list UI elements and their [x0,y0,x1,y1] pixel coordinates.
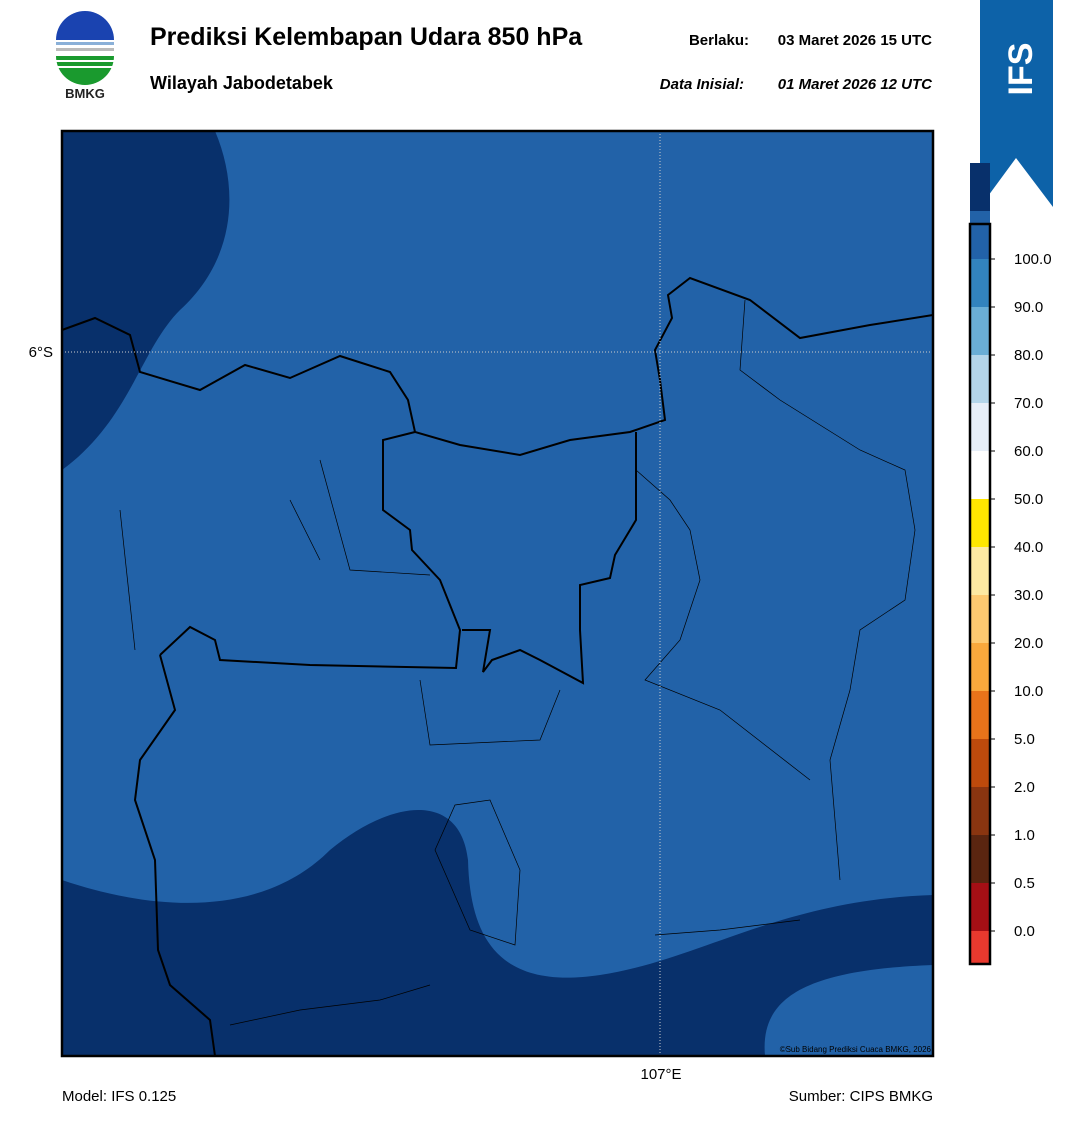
colorbar-segment [970,547,990,595]
map-credit: ©Sub Bidang Prediksi Cuaca BMKG, 2026 [780,1045,932,1054]
valid-time: 03 Maret 2026 15 UTC [778,32,932,49]
colorbar-label: 60.0 [1014,443,1043,460]
footer-model: Model: IFS 0.125 [62,1088,176,1105]
colorbar-segment [970,787,990,835]
init-label: Data Inisial: [660,76,744,93]
logo: BMKG [56,11,114,101]
footer-source: Sumber: CIPS BMKG [789,1088,933,1105]
subtitle: Wilayah Jabodetabek [150,73,334,93]
colorbar-label: 90.0 [1014,299,1043,316]
colorbar-label: 1.0 [1014,827,1035,844]
lat-label: 6°S [29,344,53,361]
colorbar-label: 20.0 [1014,635,1043,652]
colorbar-segment [970,643,990,691]
colorbar-segment [970,307,990,355]
colorbar-label: 10.0 [1014,683,1043,700]
colorbar-segment [970,739,990,787]
colorbar-segment [970,259,990,307]
colorbar-segment [970,931,990,964]
logo-text: BMKG [65,86,105,101]
colorbar-label: 5.0 [1014,731,1035,748]
title: Prediksi Kelembapan Udara 850 hPa [150,23,583,51]
colorbar-label: 40.0 [1014,539,1043,556]
ribbon [980,0,1053,207]
colorbar-label: 0.5 [1014,875,1035,892]
colorbar-segment [970,163,990,211]
init-time: 01 Maret 2026 12 UTC [778,76,933,93]
colorbar-label: 50.0 [1014,491,1043,508]
colorbar-label: 30.0 [1014,587,1043,604]
colorbar-segment [970,499,990,547]
colorbar-segment [970,451,990,499]
colorbar-segment [970,691,990,739]
colorbar-segment [970,883,990,931]
colorbar-label: 2.0 [1014,779,1035,796]
colorbar-segment [970,211,990,259]
lon-label: 107°E [640,1066,681,1083]
colorbar-frame [968,222,992,966]
colorbar-segment [970,355,990,403]
colorbar-label: 70.0 [1014,395,1043,412]
colorbar-segment [970,595,990,643]
colorbar-label: 80.0 [1014,347,1043,364]
colorbar-label: 100.0 [1014,251,1052,268]
map: ©Sub Bidang Prediksi Cuaca BMKG, 2026 [60,129,935,1058]
colorbar-segment [970,835,990,883]
ribbon-text: IFS [1002,43,1040,96]
colorbar-segment [970,403,990,451]
colorbar-label: 0.0 [1014,923,1035,940]
colorbar: 0.0 0.5 1.0 2.0 5.0 10.0 20.0 30.0 40.0 50.0 60.0 7… [968,163,1052,966]
valid-label: Berlaku: [689,32,749,49]
